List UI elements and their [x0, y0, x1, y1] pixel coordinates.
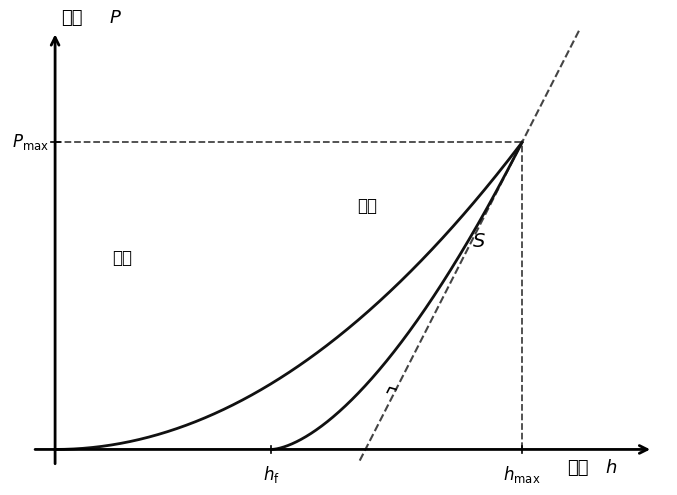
Text: 卸载: 卸载	[112, 248, 132, 266]
Text: $P$: $P$	[109, 9, 122, 27]
Text: $h$: $h$	[605, 459, 617, 477]
Text: $P_{\rm max}$: $P_{\rm max}$	[12, 132, 49, 152]
Text: 位移: 位移	[567, 459, 589, 477]
Text: $S$: $S$	[472, 232, 486, 250]
Text: 加载: 加载	[357, 198, 377, 215]
Text: $h_{\rm max}$: $h_{\rm max}$	[503, 464, 541, 486]
Text: 载荷: 载荷	[61, 9, 83, 27]
Text: $h_{\rm f}$: $h_{\rm f}$	[263, 464, 280, 486]
